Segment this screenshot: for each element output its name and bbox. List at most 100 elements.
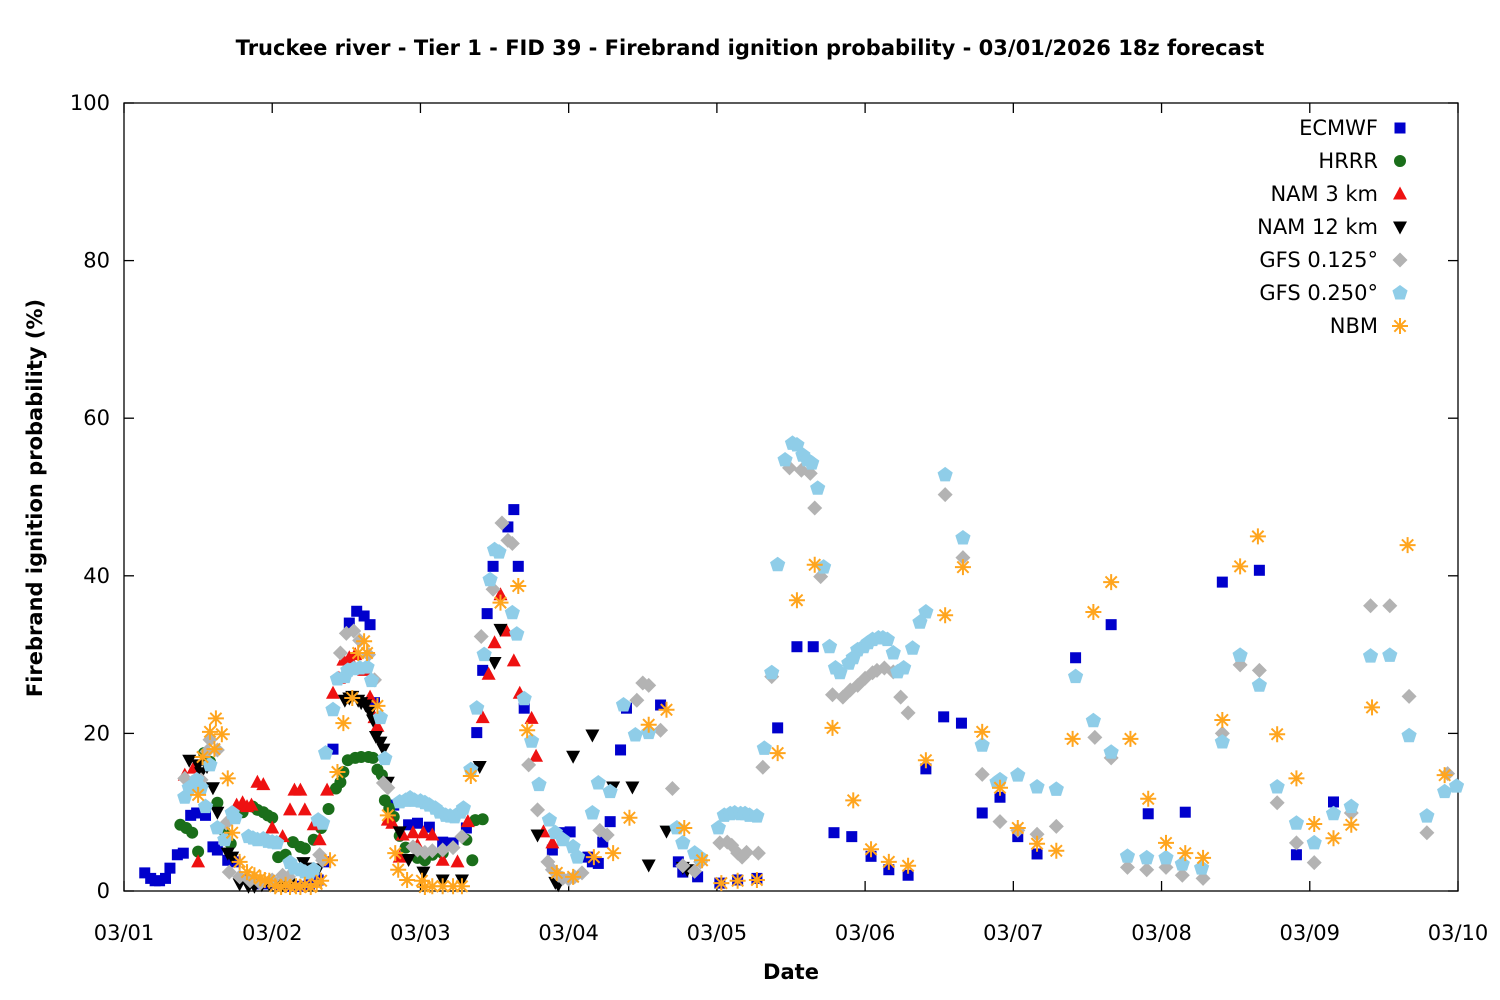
data-point (293, 782, 308, 796)
y-axis-tick-label: 60 (83, 406, 110, 430)
data-point (920, 763, 932, 775)
data-point (729, 872, 746, 889)
data-point (205, 782, 220, 796)
data-point (1401, 688, 1417, 704)
data-point (739, 844, 755, 860)
data-point (621, 809, 638, 826)
data-point (824, 719, 841, 736)
data-point (641, 677, 657, 693)
y-axis-tick-label: 80 (83, 249, 110, 273)
data-point (1436, 767, 1453, 784)
data-point (359, 659, 375, 674)
data-point (411, 817, 423, 829)
data-point (1139, 849, 1155, 865)
data-point (416, 866, 431, 880)
data-point (902, 869, 914, 881)
data-point (1382, 647, 1398, 662)
data-point (1085, 604, 1102, 621)
data-point (804, 455, 820, 470)
data-point (1394, 155, 1406, 167)
legend-label: GFS 0.250° (1259, 281, 1378, 305)
data-point (1364, 699, 1381, 716)
data-point (434, 878, 451, 895)
data-point (192, 845, 205, 858)
data-point (482, 571, 498, 587)
data-point (454, 829, 470, 845)
data-point (937, 466, 953, 482)
data-point (298, 842, 311, 855)
data-point (1232, 647, 1248, 662)
data-point (491, 544, 507, 559)
data-point (252, 870, 269, 887)
data-point (273, 879, 290, 896)
data-point (171, 849, 183, 861)
data-point (584, 804, 600, 820)
data-point (469, 700, 485, 715)
data-point (194, 749, 211, 766)
data-point (504, 604, 520, 620)
data-point (1419, 825, 1435, 841)
data-point (1343, 816, 1360, 833)
data-point (879, 631, 895, 647)
data-point (351, 605, 363, 617)
data-point (475, 710, 490, 724)
data-point (1343, 798, 1359, 814)
x-axis-title: Date (763, 960, 819, 984)
data-point (1288, 835, 1304, 851)
data-point (325, 685, 340, 699)
data-point (604, 816, 616, 828)
data-point (1269, 795, 1285, 811)
data-point (994, 791, 1006, 803)
data-point (1010, 767, 1026, 782)
data-point (976, 807, 988, 819)
data-point (373, 736, 388, 750)
data-point (466, 854, 479, 867)
data-point (1195, 870, 1211, 886)
data-point (225, 851, 240, 865)
data-point (541, 812, 558, 827)
data-point (675, 834, 691, 850)
data-point (516, 690, 532, 706)
data-point (363, 672, 380, 688)
data-point (211, 844, 223, 856)
data-point (1174, 856, 1190, 871)
data-point (186, 826, 199, 839)
data-point (377, 750, 393, 766)
data-point (219, 770, 236, 787)
data-point (1140, 790, 1157, 807)
data-point (602, 783, 618, 799)
data-point (399, 871, 416, 888)
data-point (917, 752, 934, 769)
data-point (1158, 834, 1174, 851)
data-point (1437, 783, 1453, 799)
data-point (629, 692, 645, 708)
data-point (692, 871, 704, 883)
data-point (471, 727, 483, 739)
series-nbm (190, 528, 1453, 896)
data-point (777, 451, 793, 467)
data-point (1177, 845, 1194, 862)
data-point (1251, 677, 1267, 692)
data-point (918, 604, 934, 619)
data-point (297, 802, 312, 816)
data-point (1251, 662, 1267, 678)
data-point (518, 702, 530, 714)
plot-border (123, 102, 1459, 892)
data-point (1029, 826, 1045, 842)
data-point (1392, 285, 1408, 300)
data-point (821, 638, 838, 654)
data-point (992, 814, 1008, 830)
data-point (1064, 730, 1081, 747)
data-point (390, 861, 407, 878)
data-point (1195, 849, 1212, 866)
data-point (599, 827, 615, 843)
x-axis-tick-label: 03/03 (390, 921, 451, 945)
data-point (659, 825, 674, 839)
data-point (476, 646, 492, 662)
data-point (545, 835, 560, 849)
data-point (1306, 855, 1322, 871)
data-point (231, 853, 248, 870)
data-point (900, 857, 917, 874)
data-point (502, 521, 514, 533)
data-point (315, 815, 331, 830)
